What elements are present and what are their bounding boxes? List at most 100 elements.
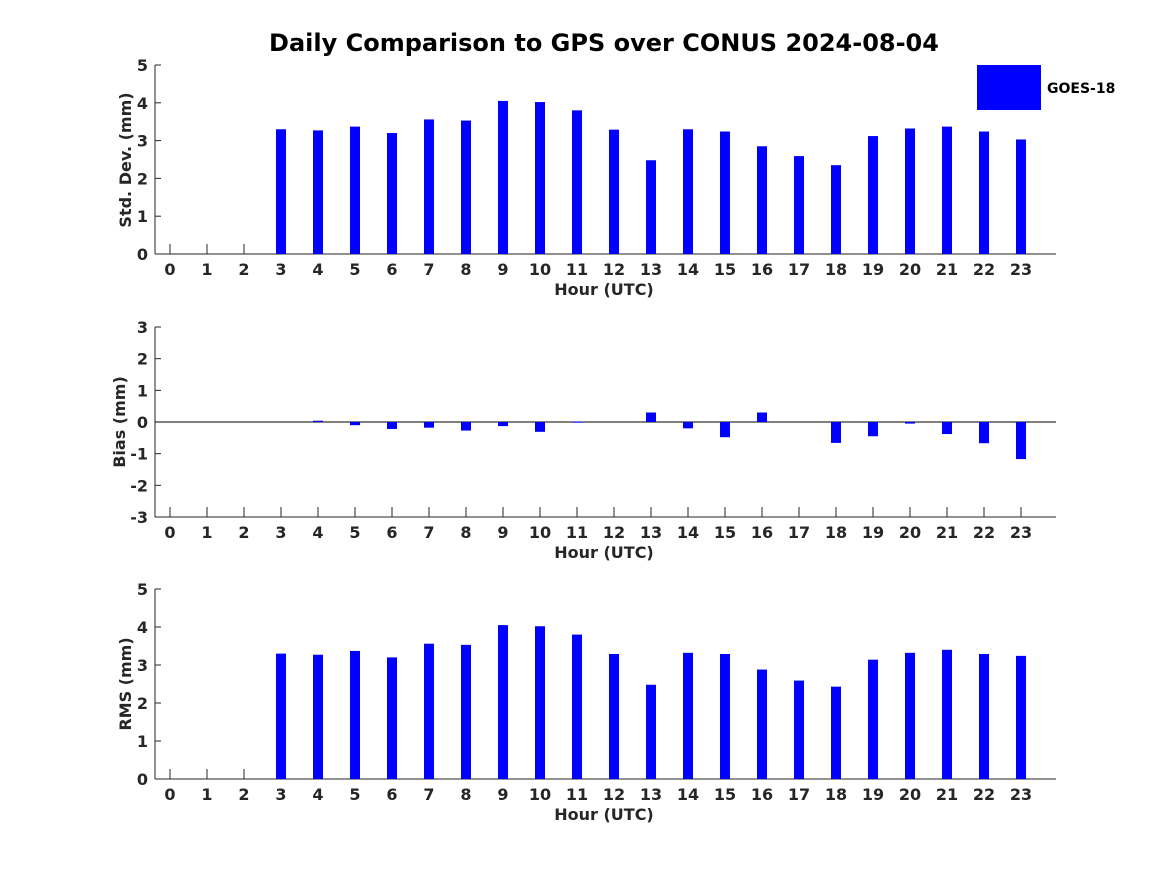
bias-bar <box>905 422 915 424</box>
rms-bar <box>831 686 841 779</box>
std-dev-xtick-label: 4 <box>312 260 323 279</box>
bias-xtick-label: 5 <box>349 523 360 542</box>
rms-xtick-label: 5 <box>349 785 360 804</box>
rms-bar <box>905 652 915 779</box>
bias-xtick-label: 22 <box>973 523 995 542</box>
rms-xtick-label: 0 <box>164 785 175 804</box>
std-dev-bar <box>387 133 397 254</box>
rms-bar <box>350 650 360 779</box>
std-dev-bar <box>720 131 730 254</box>
bias-xtick-label: 23 <box>1010 523 1032 542</box>
bias-bar <box>572 421 582 423</box>
std-dev-bar <box>794 156 804 254</box>
bias-bar <box>757 412 767 422</box>
rms-bar <box>498 625 508 779</box>
rms-ytick-label: 1 <box>137 732 148 751</box>
rms-bar <box>757 669 767 779</box>
bias-bar <box>942 422 952 435</box>
chart-title: Daily Comparison to GPS over CONUS 2024-… <box>269 29 939 57</box>
std-dev-bar <box>868 136 878 254</box>
std-dev-xtick-label: 2 <box>238 260 249 279</box>
rms-xtick-label: 13 <box>640 785 662 804</box>
std-dev-ytick-label: 4 <box>137 94 148 113</box>
std-dev-xtick-label: 8 <box>460 260 471 279</box>
std-dev-xtick-label: 16 <box>751 260 773 279</box>
std-dev-xtick-label: 10 <box>529 260 551 279</box>
std-dev-ylabel: Std. Dev. (mm) <box>116 92 135 227</box>
rms-bar <box>683 652 693 779</box>
std-dev-bar <box>942 126 952 254</box>
std-dev-bar <box>646 160 656 254</box>
bias-bar <box>535 422 545 432</box>
bias-xtick-label: 6 <box>386 523 397 542</box>
bias-xtick-label: 2 <box>238 523 249 542</box>
bias-xtick-label: 9 <box>497 523 508 542</box>
rms-xlabel: Hour (UTC) <box>554 805 654 824</box>
std-dev-xtick-label: 18 <box>825 260 847 279</box>
bias-xtick-label: 10 <box>529 523 551 542</box>
std-dev-xtick-label: 9 <box>497 260 508 279</box>
rms-xtick-label: 8 <box>460 785 471 804</box>
rms-bar <box>794 680 804 779</box>
std-dev-xtick-label: 19 <box>862 260 884 279</box>
bias-bar <box>646 412 656 422</box>
bias-bar <box>683 422 693 429</box>
std-dev-bar <box>350 126 360 254</box>
rms-bar <box>535 626 545 779</box>
std-dev-xtick-label: 11 <box>566 260 588 279</box>
rms-bar <box>646 684 656 779</box>
bias-xtick-label: 18 <box>825 523 847 542</box>
bias-xtick-label: 13 <box>640 523 662 542</box>
bias-bar <box>720 422 730 438</box>
std-dev-xtick-label: 15 <box>714 260 736 279</box>
std-dev-xtick-label: 3 <box>275 260 286 279</box>
rms-bar <box>979 653 989 779</box>
bias-ytick-label: -3 <box>130 508 148 527</box>
rms-ylabel: RMS (mm) <box>116 637 135 730</box>
std-dev-xtick-label: 20 <box>899 260 921 279</box>
rms-bar <box>572 634 582 779</box>
rms-xtick-label: 7 <box>423 785 434 804</box>
rms-xtick-label: 16 <box>751 785 773 804</box>
bias-ytick-label: -2 <box>130 476 148 495</box>
std-dev-xtick-label: 17 <box>788 260 810 279</box>
rms-bar <box>942 649 952 779</box>
rms-bar <box>868 659 878 779</box>
rms-bar <box>720 653 730 779</box>
std-dev-bar <box>498 100 508 254</box>
std-dev-xtick-label: 14 <box>677 260 699 279</box>
rms-xtick-label: 1 <box>201 785 212 804</box>
bias-xtick-label: 0 <box>164 523 175 542</box>
bias-xtick-label: 12 <box>603 523 625 542</box>
bias-xtick-label: 15 <box>714 523 736 542</box>
bias-ylabel: Bias (mm) <box>110 376 129 468</box>
rms-bar <box>461 644 471 779</box>
std-dev-bar <box>535 102 545 254</box>
bias-bar <box>979 422 989 444</box>
rms-bar <box>1016 655 1026 779</box>
bias-xtick-label: 8 <box>460 523 471 542</box>
std-dev-ytick-label: 2 <box>137 169 148 188</box>
std-dev-xlabel: Hour (UTC) <box>554 280 654 299</box>
std-dev-ytick-label: 0 <box>137 245 148 264</box>
bias-xlabel: Hour (UTC) <box>554 543 654 562</box>
bias-ytick-label: -1 <box>130 445 148 464</box>
std-dev-xtick-label: 22 <box>973 260 995 279</box>
std-dev-bar <box>461 120 471 254</box>
bias-xtick-label: 1 <box>201 523 212 542</box>
rms-xtick-label: 3 <box>275 785 286 804</box>
bias-bar <box>313 420 323 422</box>
std-dev-bar <box>979 131 989 254</box>
std-dev-ytick-label: 3 <box>137 132 148 151</box>
legend: GOES-18 <box>977 65 1115 110</box>
rms-xtick-label: 21 <box>936 785 958 804</box>
bias-xtick-label: 4 <box>312 523 323 542</box>
bias-bar <box>350 422 360 426</box>
bias-bar <box>498 422 508 427</box>
std-dev-xtick-label: 23 <box>1010 260 1032 279</box>
bias-xtick-label: 16 <box>751 523 773 542</box>
std-dev-bar <box>609 129 619 254</box>
legend-label: GOES-18 <box>1047 81 1115 97</box>
